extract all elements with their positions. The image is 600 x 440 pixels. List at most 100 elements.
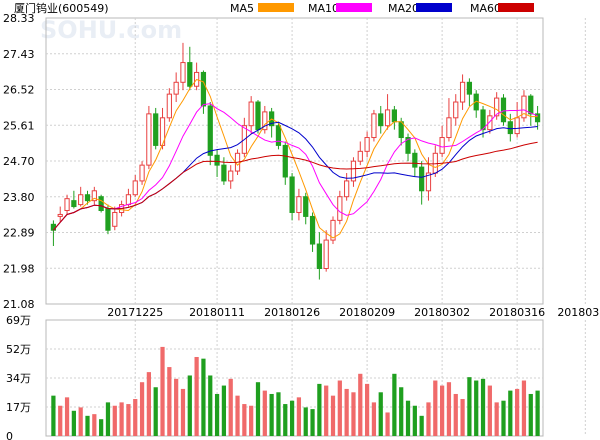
candle-body xyxy=(412,152,418,168)
price-tick-label: 25.61 xyxy=(3,119,35,132)
date-tick-label: 20180316 xyxy=(489,306,545,319)
volume-bar xyxy=(71,410,76,436)
candle-body xyxy=(534,113,541,123)
ma-line-ma20 xyxy=(53,121,538,231)
volume-bar xyxy=(378,392,383,436)
date-axis: 20171225 20180111 20180126 20180209 20180302… xyxy=(107,306,600,319)
candle-body xyxy=(378,113,384,127)
legend-swatch-ma20 xyxy=(416,3,452,12)
candle-body xyxy=(446,117,452,139)
candle-body xyxy=(112,211,118,227)
candle-body xyxy=(500,97,507,123)
volume-bar xyxy=(385,412,390,436)
legend-label-ma5: MA5 xyxy=(230,2,254,15)
candle-body xyxy=(453,101,459,119)
date-tick-label: 20180126 xyxy=(264,306,320,319)
price-tick-label: 26.52 xyxy=(3,84,35,97)
volume-bar xyxy=(535,390,540,436)
candle-body xyxy=(459,81,466,103)
moving-average-lines xyxy=(53,78,538,239)
volume-bar xyxy=(480,378,486,436)
volume-bar xyxy=(324,385,329,436)
volume-bar xyxy=(405,400,411,436)
ma-legend: MA5 MA10 MA20 MA60 xyxy=(230,2,534,15)
candle-body xyxy=(71,200,77,208)
volume-bar xyxy=(494,402,499,436)
price-tick-label: 28.33 xyxy=(3,12,35,25)
candle-body xyxy=(262,111,268,131)
volume-bars xyxy=(51,346,540,436)
date-tick-label: 20171225 xyxy=(107,306,163,319)
volume-bar xyxy=(126,404,131,436)
candle-body xyxy=(173,81,179,95)
candle-body xyxy=(139,164,145,182)
volume-bar xyxy=(249,405,254,436)
ma-line-ma10 xyxy=(53,103,538,231)
volume-bar xyxy=(235,395,240,436)
price-tick-label: 27.43 xyxy=(3,48,35,61)
price-tick-label: 21.98 xyxy=(3,262,35,275)
volume-bar xyxy=(453,393,458,436)
candle-body xyxy=(228,170,234,182)
legend-swatch-ma10 xyxy=(336,3,372,12)
date-tick-label: 20180111 xyxy=(189,306,245,319)
volume-bar xyxy=(64,397,70,436)
volume-bar xyxy=(242,404,247,436)
candle-body xyxy=(132,180,138,196)
volume-grid xyxy=(46,348,543,408)
candle-body xyxy=(187,62,193,87)
candle-body xyxy=(507,121,513,135)
volume-bar xyxy=(474,380,479,436)
volume-bar xyxy=(146,372,151,436)
volume-bar xyxy=(58,405,63,436)
candle-body xyxy=(221,164,227,182)
volume-bar xyxy=(92,414,97,436)
price-tick-label: 21.08 xyxy=(3,298,35,311)
volume-bar xyxy=(487,385,492,436)
candle-body xyxy=(275,125,282,146)
volume-bar xyxy=(139,382,145,436)
price-tick-label: 22.89 xyxy=(3,227,35,240)
candle-body xyxy=(337,196,343,221)
candle-body xyxy=(350,160,357,182)
candle-body xyxy=(480,109,486,131)
candle-body xyxy=(309,215,316,245)
legend-swatch-ma5 xyxy=(258,3,294,12)
candle-body xyxy=(180,62,186,83)
candle-body xyxy=(316,243,322,269)
volume-bar xyxy=(303,407,308,436)
volume-bar xyxy=(208,375,213,436)
volume-bar xyxy=(194,356,199,436)
volume-bar xyxy=(419,415,424,436)
volume-bar xyxy=(344,388,349,436)
volume-bar xyxy=(187,375,192,436)
date-tick-label: 20180302 xyxy=(414,306,470,319)
price-tick-label: 24.70 xyxy=(3,155,35,168)
volume-bar xyxy=(426,402,431,436)
candle-body xyxy=(344,180,350,198)
volume-bar xyxy=(276,392,281,436)
price-tick-label: 23.80 xyxy=(3,191,35,204)
legend-swatch-ma60 xyxy=(498,3,534,12)
volume-bar xyxy=(174,378,179,436)
volume-bar xyxy=(167,367,172,436)
volume-tick-label: 52万 xyxy=(6,343,31,356)
volume-bar xyxy=(214,393,220,436)
legend-label-ma20: MA20 xyxy=(388,2,419,15)
volume-tick-label: 17万 xyxy=(6,401,31,414)
volume-bar xyxy=(501,400,506,436)
volume-bar xyxy=(351,392,356,436)
volume-bar xyxy=(310,409,315,436)
volume-bar xyxy=(51,395,56,436)
price-grid xyxy=(46,18,586,436)
candle-body xyxy=(439,137,445,154)
candle-body xyxy=(521,95,527,119)
candle-body xyxy=(125,194,132,206)
candle-body xyxy=(146,113,152,166)
volume-bar xyxy=(78,407,83,436)
volume-bar xyxy=(440,385,445,436)
candle-body xyxy=(57,213,63,217)
volume-tick-label: 69万 xyxy=(6,314,31,327)
volume-bar xyxy=(133,399,138,436)
volume-bar xyxy=(399,387,404,436)
